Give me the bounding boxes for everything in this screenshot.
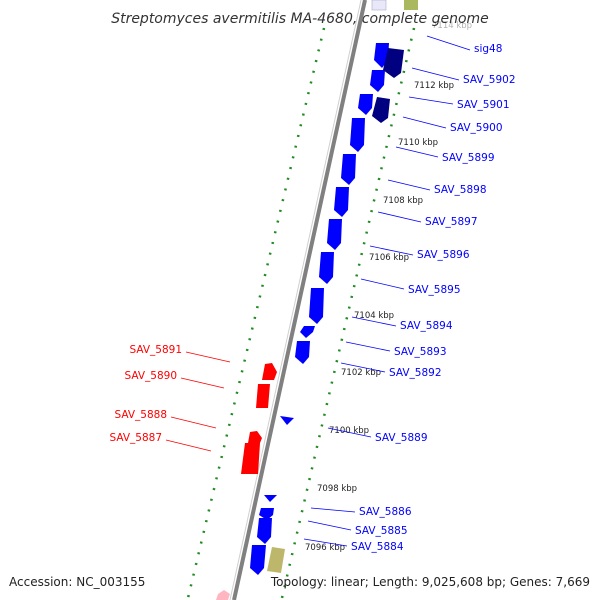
plus-label-connector: [411, 67, 460, 81]
genome-backbone: [232, 0, 367, 600]
plus-label-connector: [340, 362, 386, 373]
minus-label-connector: [180, 377, 225, 389]
minus-label-connector: [185, 351, 231, 363]
minus-gene-label[interactable]: SAV_5888: [114, 409, 167, 421]
plus-label-connector: [307, 520, 352, 531]
plus-gene-label[interactable]: SAV_5899: [442, 152, 495, 164]
tick-label: 7098 kbp: [317, 484, 357, 494]
genome-backbone-highlight: [229, 0, 362, 600]
plus-gene-label[interactable]: SAV_5884: [351, 541, 404, 553]
plus-gene-label[interactable]: SAV_5896: [417, 249, 470, 261]
gene-sav5891[interactable]: [262, 363, 277, 380]
gene-bottom-plus[interactable]: [250, 545, 266, 575]
accession-label: Accession: NC_003155: [9, 575, 145, 589]
left-tick-line: [186, 27, 326, 599]
tick-label: 7110 kbp: [398, 138, 438, 148]
gene-sav5897[interactable]: [334, 187, 349, 217]
gene-sav5888[interactable]: [248, 431, 262, 443]
plus-gene-label[interactable]: SAV_5897: [425, 216, 478, 228]
minus-gene-label[interactable]: SAV_5890: [124, 370, 177, 382]
plus-gene-label[interactable]: SAV_5898: [434, 184, 487, 196]
gene-sav5900[interactable]: [372, 97, 390, 123]
plus-label-connector: [377, 211, 422, 223]
plus-gene-label[interactable]: SAV_5885: [355, 525, 408, 537]
plus-label-connector: [327, 427, 372, 438]
tick-label: 7102 kbp: [341, 368, 381, 378]
tick-label: 7108 kbp: [383, 196, 423, 206]
plus-gene-label[interactable]: SAV_5902: [463, 74, 516, 86]
plus-strand-labels: sig48 SAV_5902 SAV_5901 SAV_5900 SAV_5899 SAV…: [303, 35, 516, 553]
gene-sav5890[interactable]: [256, 384, 270, 408]
gene-sav5885[interactable]: [259, 508, 274, 520]
plus-label-connector: [402, 116, 447, 129]
gene-sav5899[interactable]: [350, 118, 365, 152]
gene-sav5884[interactable]: [257, 518, 272, 544]
minus-gene-label[interactable]: SAV_5891: [129, 344, 182, 356]
gene-sav5896[interactable]: [327, 219, 342, 250]
plus-label-connector: [387, 179, 431, 191]
minus-label-connector: [170, 416, 217, 429]
plus-label-connector: [303, 538, 348, 547]
minus-label-connector: [165, 439, 212, 452]
top-feature-block[interactable]: [371, 0, 387, 11]
gene-sav5894[interactable]: [309, 288, 324, 324]
tick-label: 7096 kbp: [305, 543, 345, 553]
plus-label-connector: [426, 35, 471, 51]
gene-sav5902-upper[interactable]: [370, 70, 385, 92]
gene-sav5898[interactable]: [341, 154, 356, 185]
tick-label-top: 7114 kbp: [432, 21, 472, 31]
top-other-feature[interactable]: [404, 0, 418, 10]
plus-label-connector: [345, 341, 391, 352]
plus-gene-label[interactable]: sig48: [474, 43, 502, 55]
plus-gene-label[interactable]: SAV_5886: [359, 506, 412, 518]
gene-sav5893[interactable]: [300, 326, 315, 338]
gene-sav5902[interactable]: [383, 48, 404, 78]
plus-gene-label[interactable]: SAV_5895: [408, 284, 461, 296]
minus-gene-label[interactable]: SAV_5887: [109, 432, 162, 444]
gene-sav5886[interactable]: [264, 495, 277, 502]
plus-label-connector: [360, 278, 405, 290]
plus-label-connector: [408, 96, 454, 105]
gene-sav5895[interactable]: [319, 252, 334, 284]
plus-gene-label[interactable]: SAV_5901: [457, 99, 510, 111]
plus-gene-label[interactable]: SAV_5894: [400, 320, 453, 332]
tick-label: 7100 kbp: [329, 426, 369, 436]
plus-gene-label[interactable]: SAV_5900: [450, 122, 503, 134]
topology-label: Topology: linear; Length: 9,025,608 bp; …: [270, 575, 590, 589]
genome-title: Streptomyces avermitilis MA-4680, comple…: [111, 11, 489, 27]
plus-label-connector: [351, 316, 397, 327]
gene-sav5892[interactable]: [295, 341, 310, 364]
plus-gene-label[interactable]: SAV_5889: [375, 432, 428, 444]
gene-sav5889[interactable]: [280, 416, 294, 425]
other-feature-khaki[interactable]: [267, 547, 285, 573]
rna-feature-pink[interactable]: [216, 590, 230, 600]
plus-gene-label[interactable]: SAV_5892: [389, 367, 442, 379]
minus-strand-labels: SAV_5891 SAV_5890 SAV_5888 SAV_5887: [109, 344, 231, 452]
gene-sav5887[interactable]: [241, 443, 260, 474]
tick-labels: 7112 kbp 7110 kbp 7108 kbp 7106 kbp 7104 kbp…: [305, 81, 454, 553]
plus-label-connector: [310, 507, 356, 513]
plus-gene-label[interactable]: SAV_5893: [394, 346, 447, 358]
gene-sav5901[interactable]: [358, 94, 373, 115]
tick-label: 7104 kbp: [354, 311, 394, 321]
tick-label: 7112 kbp: [414, 81, 454, 91]
tick-label: 7106 kbp: [369, 253, 409, 263]
plus-label-connector: [369, 245, 414, 256]
plus-label-connector: [395, 146, 439, 158]
